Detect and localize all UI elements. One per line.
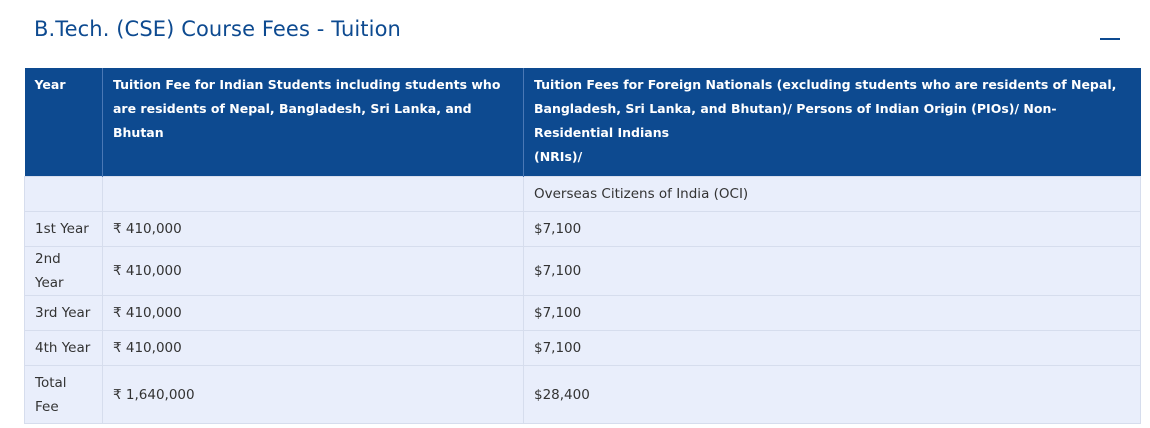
table-row: 1st Year ₹ 410,000 $7,100 <box>24 211 1141 247</box>
subheader-year-cell <box>24 176 103 212</box>
row-indian-fee-cell: ₹ 410,000 <box>102 246 524 296</box>
row-year-cell: 2nd Year <box>24 246 103 296</box>
header-foreign-fee-nris: (NRIs)/ <box>534 149 583 164</box>
row-foreign-fee-cell: $7,100 <box>523 330 1141 366</box>
table-row: 4th Year ₹ 410,000 $7,100 <box>24 330 1141 366</box>
header-foreign-fee-main: Tuition Fees for Foreign Nationals (excl… <box>534 77 1117 140</box>
header-indian-fee: Tuition Fee for Indian Students includin… <box>102 68 524 177</box>
row-foreign-fee-cell: $7,100 <box>523 295 1141 331</box>
row-foreign-fee-cell: $7,100 <box>523 211 1141 247</box>
row-indian-fee-cell: ₹ 410,000 <box>102 295 524 331</box>
total-label-cell: Total Fee <box>24 365 103 424</box>
table-header-row: Year Tuition Fee for Indian Students inc… <box>24 68 1141 177</box>
table-row: 3rd Year ₹ 410,000 $7,100 <box>24 295 1141 331</box>
total-row: Total Fee ₹ 1,640,000 $28,400 <box>24 365 1141 424</box>
subheader-row: Overseas Citizens of India (OCI) <box>24 176 1141 212</box>
row-foreign-fee-cell: $7,100 <box>523 246 1141 296</box>
collapse-minus-icon[interactable] <box>1100 38 1120 40</box>
subheader-foreign-cell: Overseas Citizens of India (OCI) <box>523 176 1141 212</box>
subheader-indian-cell <box>102 176 524 212</box>
row-year-cell: 3rd Year <box>24 295 103 331</box>
table-row: 2nd Year ₹ 410,000 $7,100 <box>24 246 1141 296</box>
row-year-cell: 4th Year <box>24 330 103 366</box>
row-year-cell: 1st Year <box>24 211 103 247</box>
section-title: B.Tech. (CSE) Course Fees - Tuition <box>34 17 401 41</box>
header-foreign-fee: Tuition Fees for Foreign Nationals (excl… <box>523 68 1141 177</box>
row-indian-fee-cell: ₹ 410,000 <box>102 330 524 366</box>
header-year: Year <box>24 68 103 177</box>
total-indian-fee-cell: ₹ 1,640,000 <box>102 365 524 424</box>
total-foreign-fee-cell: $28,400 <box>523 365 1141 424</box>
row-indian-fee-cell: ₹ 410,000 <box>102 211 524 247</box>
fee-table: Year Tuition Fee for Indian Students inc… <box>24 68 1141 424</box>
